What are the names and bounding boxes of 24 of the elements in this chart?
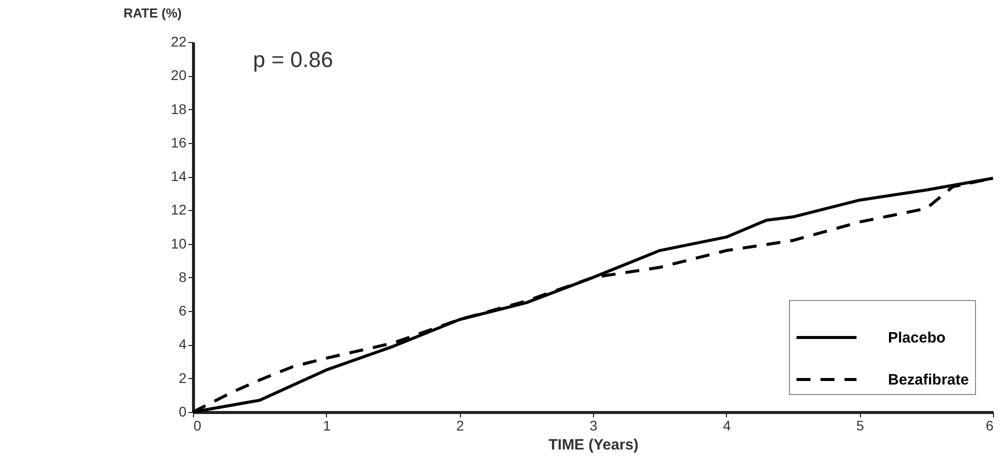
y-tick-label: 12 — [170, 202, 187, 218]
y-tick-label: 20 — [170, 67, 187, 84]
y-tick-label: 16 — [170, 134, 187, 150]
x-tick-label: 1 — [322, 418, 331, 434]
x-tick-label: 2 — [456, 418, 464, 434]
y-tick-label: 2 — [178, 370, 187, 386]
x-tick-label: 4 — [722, 418, 731, 434]
y-tick-label: 10 — [170, 235, 187, 252]
y-tick-label: 22 — [170, 34, 187, 50]
y-tick-label: 4 — [178, 336, 187, 352]
x-tick-label: 3 — [590, 418, 598, 434]
x-tick-label: 0 — [194, 418, 202, 434]
y-tick-label: 18 — [170, 100, 187, 117]
y-tick-label: 14 — [170, 168, 187, 184]
y-tick-label: 6 — [178, 302, 187, 319]
y-axis-title: RATE (%) — [124, 6, 182, 20]
y-tick-label: 8 — [178, 268, 187, 285]
annotation: p = 0.86 — [253, 47, 334, 72]
y-tick-label: 0 — [178, 404, 187, 420]
x-tick-label: 6 — [986, 418, 994, 434]
x-tick-label: 5 — [856, 418, 864, 434]
legend-label: Bezafibrate — [888, 372, 969, 388]
legend-label: Placebo — [888, 330, 946, 346]
x-axis-title: TIME (Years) — [548, 436, 639, 454]
